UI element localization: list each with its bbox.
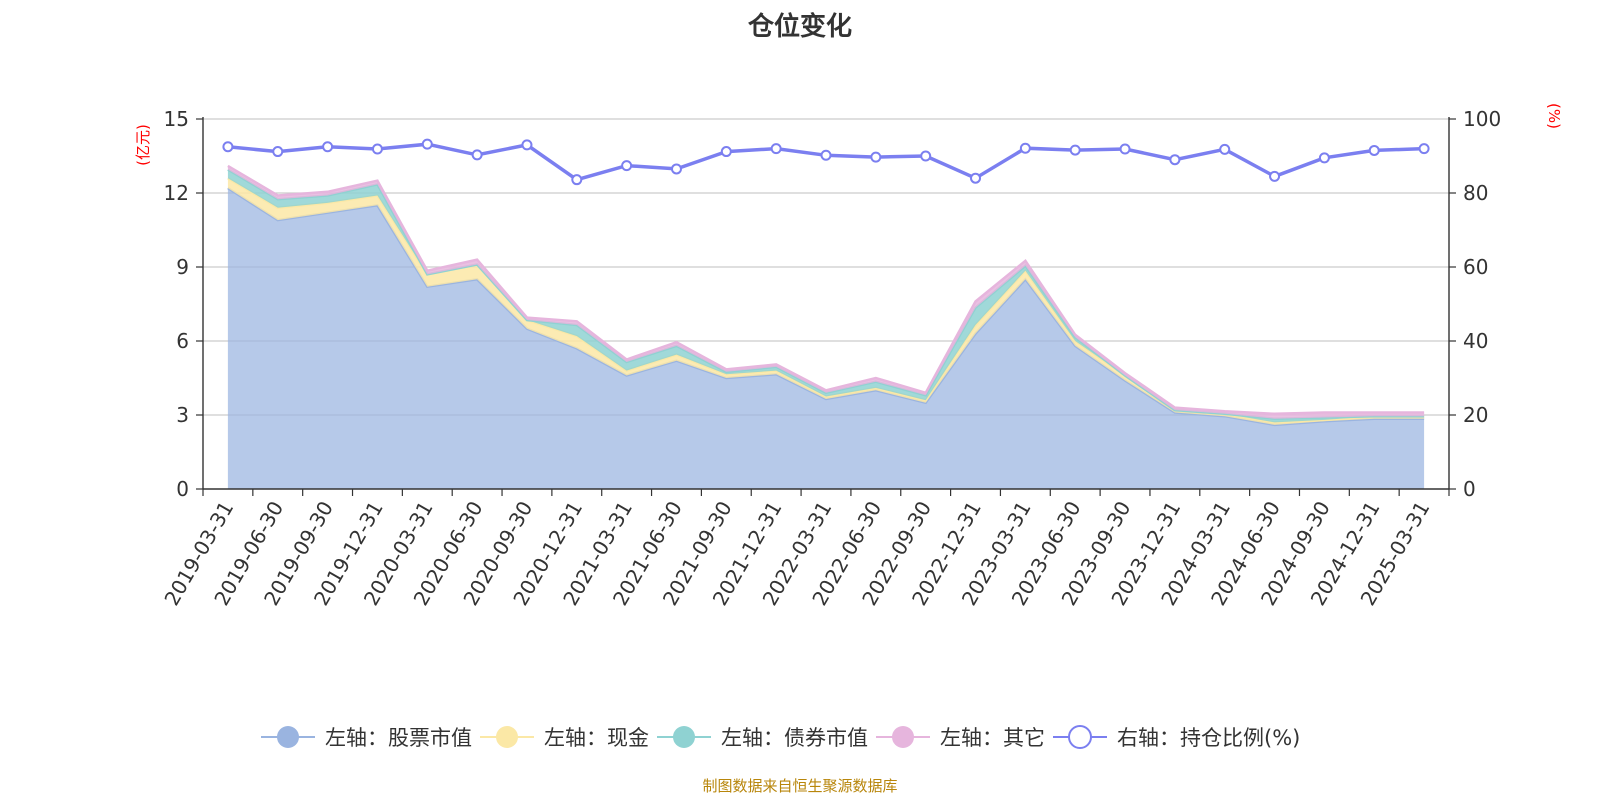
area-3: [227, 169, 1425, 423]
holding-ratio-point[interactable]: [1368, 144, 1380, 156]
area-2: [227, 178, 1425, 425]
holding-ratio-point[interactable]: [1269, 170, 1281, 182]
holding-ratio-point[interactable]: [770, 143, 782, 155]
legend-label: 左轴：股票市值: [325, 726, 472, 750]
holding-ratio-point[interactable]: [870, 151, 882, 163]
holding-ratio-path: [227, 142, 1425, 182]
left-tick-label: 15: [164, 107, 189, 131]
source-note: 制图数据来自恒生聚源数据库: [702, 777, 897, 795]
right-tick-label: 80: [1463, 181, 1488, 205]
left-tick-label: 12: [164, 181, 189, 205]
left-tick-label: 9: [176, 255, 189, 279]
legend-item-1[interactable]: 左轴：股票市值: [261, 726, 472, 750]
holding-ratio-point[interactable]: [1318, 152, 1330, 164]
legend-marker: [1068, 725, 1092, 749]
holding-ratio-point[interactable]: [720, 146, 732, 158]
holding-ratio-point[interactable]: [322, 141, 334, 153]
holding-ratio-point[interactable]: [920, 150, 932, 162]
legend-marker: [496, 726, 518, 748]
left-tick-label: 6: [176, 329, 189, 353]
area-1: [227, 188, 1425, 489]
holding-ratio-point[interactable]: [571, 174, 583, 186]
legend-marker: [892, 726, 914, 748]
holding-ratio-point[interactable]: [621, 160, 633, 172]
legend-label: 左轴：债券市值: [721, 726, 868, 750]
right-tick-label: 20: [1463, 403, 1488, 427]
right-tick-label: 60: [1463, 255, 1488, 279]
legend-label: 左轴：其它: [940, 726, 1045, 750]
left-tick-label: 3: [176, 403, 189, 427]
holding-ratio-point[interactable]: [670, 163, 682, 175]
holding-ratio-point[interactable]: [1169, 154, 1181, 166]
legend-item-5[interactable]: 右轴：持仓比例(%): [1053, 725, 1300, 750]
right-tick-label: 100: [1463, 107, 1501, 131]
legend-marker: [277, 726, 299, 748]
stacked-areas: [227, 164, 1425, 489]
holding-ratio-point[interactable]: [421, 138, 433, 150]
left-axis-unit: (亿元): [134, 124, 152, 166]
right-axis-unit: (%): [1545, 103, 1563, 129]
holding-ratio-point[interactable]: [1069, 144, 1081, 156]
holding-ratio-point[interactable]: [371, 143, 383, 155]
holding-ratio-point[interactable]: [820, 149, 832, 161]
holding-ratio-point[interactable]: [222, 141, 234, 153]
chart-title: 仓位变化: [747, 11, 852, 42]
right-tick-label: 0: [1463, 477, 1476, 501]
holding-ratio-point[interactable]: [1019, 142, 1031, 154]
legend-item-3[interactable]: 左轴：债券市值: [657, 726, 868, 750]
holding-ratio-point[interactable]: [1418, 143, 1430, 155]
legend-item-2[interactable]: 左轴：现金: [480, 726, 649, 750]
left-tick-label: 0: [176, 477, 189, 501]
legend-item-4[interactable]: 左轴：其它: [876, 726, 1045, 750]
legend-marker: [673, 726, 695, 748]
holding-ratio-point[interactable]: [521, 139, 533, 151]
holding-ratio-point[interactable]: [272, 146, 284, 158]
holding-ratio-line: [222, 138, 1430, 186]
holding-ratio-point[interactable]: [1119, 143, 1131, 155]
legend-label: 右轴：持仓比例(%): [1117, 726, 1300, 750]
holding-ratio-point[interactable]: [471, 149, 483, 161]
holding-ratio-point[interactable]: [1219, 143, 1231, 155]
holding-ratio-point[interactable]: [970, 172, 982, 184]
legend-label: 左轴：现金: [544, 726, 649, 750]
area-top-line-4: [227, 164, 1425, 416]
right-tick-label: 40: [1463, 329, 1488, 353]
legend: 左轴：股票市值 左轴：现金 左轴：债券市值 左轴：其它 右轴：持仓比例(%): [261, 725, 1300, 750]
